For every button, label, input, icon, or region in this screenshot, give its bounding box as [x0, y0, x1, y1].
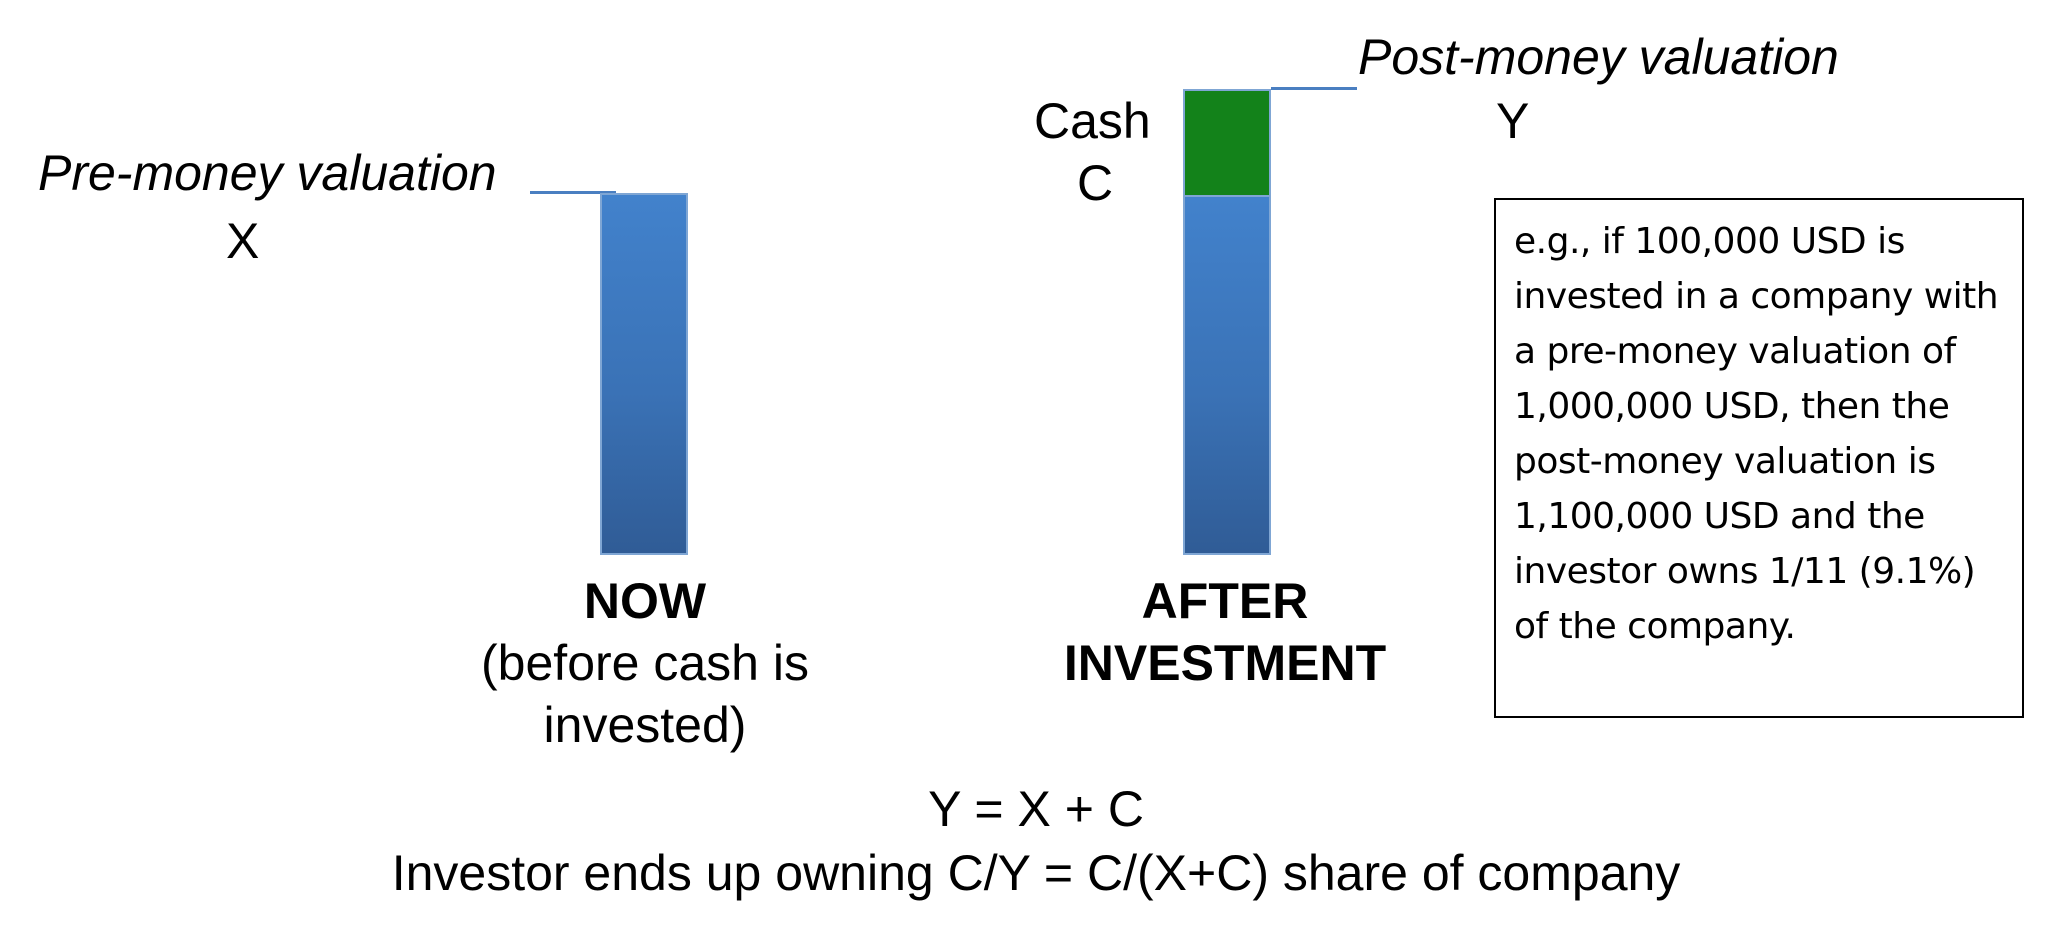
pre-money-label: Pre-money valuation — [38, 145, 497, 201]
example-text: e.g., if 100,000 USD is invested in a co… — [1514, 221, 1999, 647]
now-caption: NOW (before cash is invested) — [420, 570, 870, 756]
post-money-label: Post-money valuation — [1358, 29, 1839, 85]
example-box: e.g., if 100,000 USD is invested in a co… — [1494, 198, 2024, 718]
cash-label: Cash — [1034, 93, 1151, 149]
after-title-line1: AFTER — [1141, 573, 1309, 629]
post-money-symbol: Y — [1496, 93, 1530, 149]
now-subtitle-line1: (before cash is — [481, 635, 809, 691]
pre-money-leader-line — [530, 191, 616, 194]
post-money-leader-line — [1271, 87, 1357, 90]
now-valuation-bar — [600, 193, 688, 555]
cash-block — [1183, 89, 1271, 197]
cash-symbol: C — [1077, 155, 1114, 211]
after-title-line2: INVESTMENT — [1063, 635, 1387, 691]
formula-equation: Y = X + C — [928, 781, 1144, 837]
pre-money-symbol: X — [226, 213, 260, 269]
now-subtitle-line2: invested) — [543, 697, 747, 753]
after-valuation-bar — [1183, 195, 1271, 555]
after-caption: AFTER INVESTMENT — [1020, 570, 1430, 694]
now-title: NOW — [583, 573, 707, 629]
formula-ownership: Investor ends up owning C/Y = C/(X+C) sh… — [391, 845, 1681, 901]
